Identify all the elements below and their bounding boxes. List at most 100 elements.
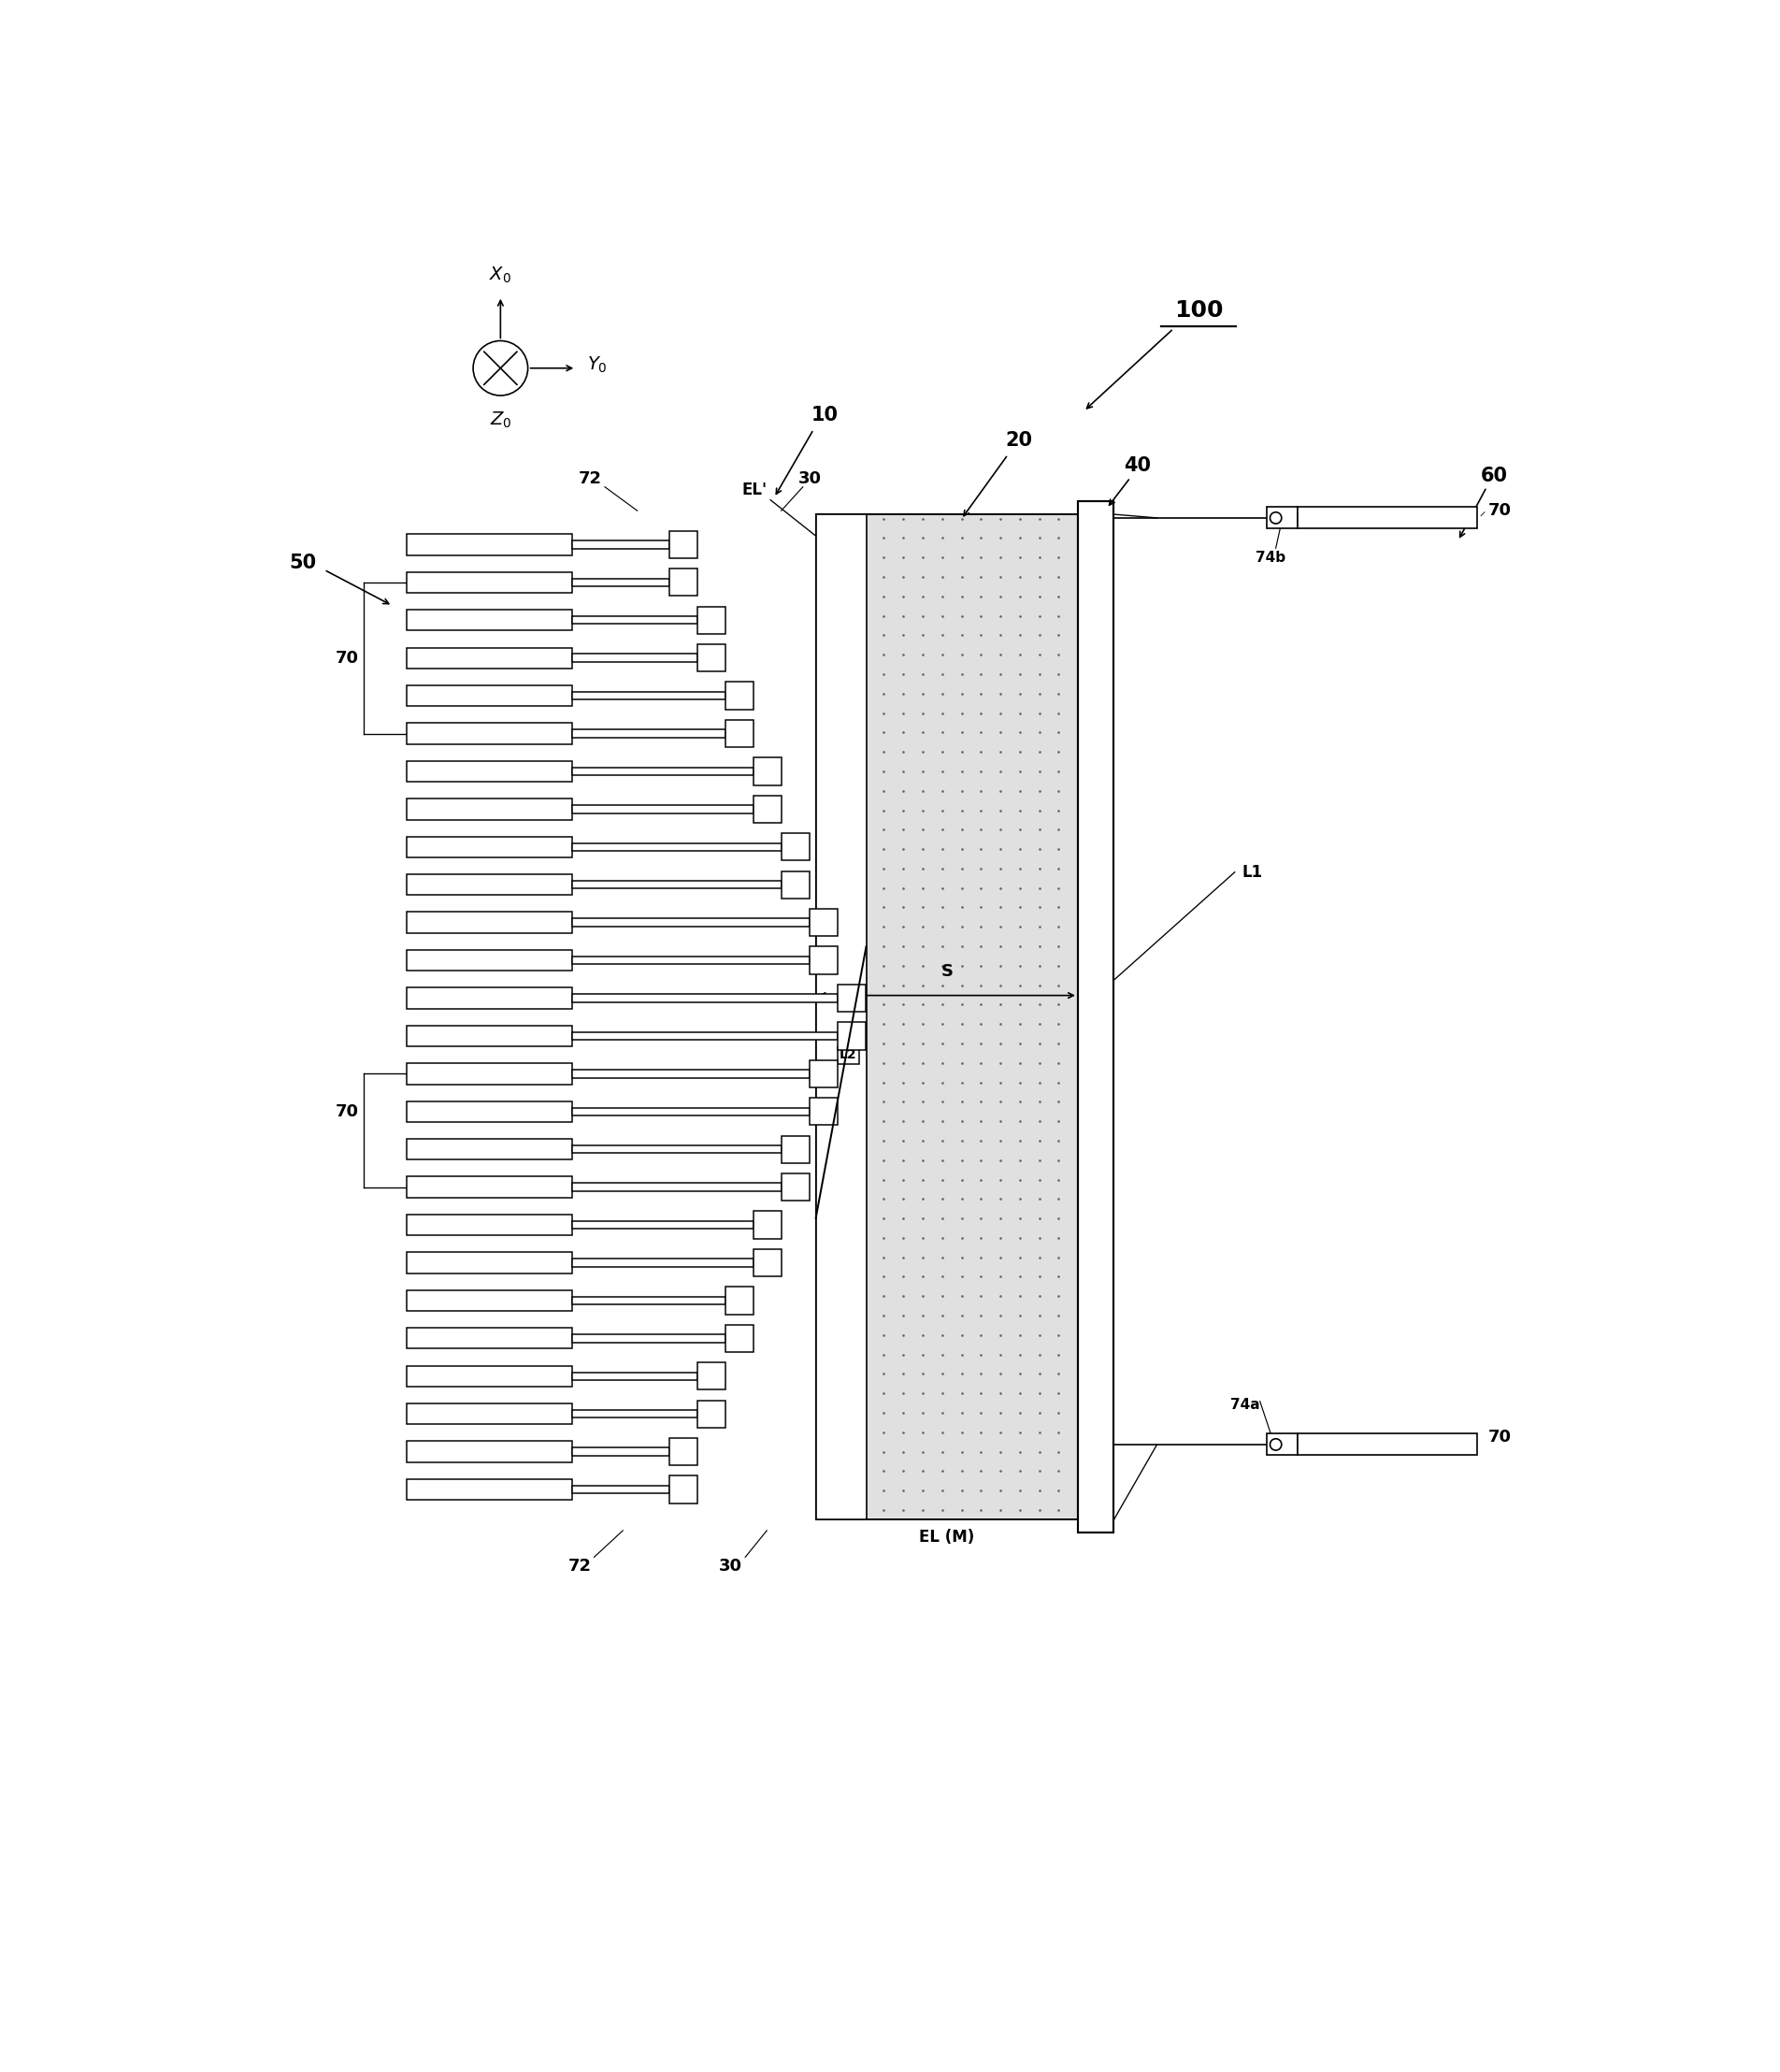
Bar (573, 767, 755, 775)
Bar (573, 1109, 810, 1115)
Bar (573, 843, 781, 852)
Text: 70: 70 (1488, 501, 1511, 520)
Text: 40: 40 (1123, 456, 1152, 474)
Text: 70: 70 (335, 1102, 360, 1121)
Bar (781, 833, 810, 860)
Bar (408, 837, 573, 858)
Bar (408, 988, 573, 1009)
Bar (755, 796, 781, 823)
Bar (408, 760, 573, 781)
Bar (573, 1334, 726, 1343)
Text: 10: 10 (812, 406, 838, 425)
Bar (698, 607, 724, 634)
Bar (698, 1363, 724, 1390)
Bar (726, 719, 753, 748)
Bar (1298, 508, 1477, 528)
Bar (669, 568, 698, 597)
Bar (781, 870, 810, 899)
Bar (573, 806, 755, 812)
Bar (726, 1287, 753, 1314)
Bar (408, 1328, 573, 1349)
Bar (1267, 1434, 1298, 1455)
Bar (698, 1401, 724, 1428)
Bar (408, 912, 573, 932)
Bar (810, 1098, 837, 1125)
Text: EL (M): EL (M) (918, 1529, 974, 1546)
Bar (838, 1021, 865, 1051)
Bar (573, 655, 698, 661)
Bar (810, 910, 837, 937)
Bar (573, 995, 838, 1003)
Text: $Z_0$: $Z_0$ (490, 410, 511, 429)
Text: 72: 72 (568, 1558, 591, 1575)
Bar (573, 1486, 669, 1494)
Bar (573, 729, 726, 738)
Bar (1267, 508, 1298, 528)
Text: L1: L1 (1242, 864, 1262, 881)
Bar (1298, 1434, 1477, 1455)
Text: 100: 100 (1175, 298, 1223, 321)
Bar (573, 541, 669, 549)
Bar (755, 758, 781, 785)
Bar (573, 1448, 669, 1457)
Bar (408, 1177, 573, 1198)
Bar (408, 1100, 573, 1121)
Text: 74b: 74b (1255, 551, 1285, 564)
Bar (810, 947, 837, 974)
Text: L2: L2 (840, 1048, 856, 1061)
Bar (815, 514, 1079, 1519)
Bar (408, 1442, 573, 1463)
Bar (573, 918, 810, 926)
Text: 30: 30 (799, 470, 822, 487)
Bar (781, 1173, 810, 1202)
Bar (669, 1438, 698, 1465)
Bar (573, 1183, 781, 1191)
Bar (726, 682, 753, 709)
Bar (408, 1479, 573, 1500)
Bar (408, 1403, 573, 1423)
Bar (408, 609, 573, 630)
Bar (838, 984, 865, 1011)
Bar (755, 1212, 781, 1239)
Bar (408, 1251, 573, 1272)
Text: 70: 70 (335, 649, 360, 667)
Bar (573, 1146, 781, 1154)
Bar (573, 692, 726, 700)
Bar (408, 723, 573, 744)
Bar (698, 644, 724, 671)
Text: 50: 50 (288, 553, 317, 572)
Bar (726, 1324, 753, 1353)
Bar (408, 798, 573, 821)
Bar (408, 1214, 573, 1235)
Text: EL': EL' (742, 481, 767, 499)
Bar (1079, 501, 1114, 1533)
Text: $Y_0$: $Y_0$ (587, 354, 607, 375)
Bar (408, 646, 573, 669)
Bar (408, 1026, 573, 1046)
Text: 70: 70 (1488, 1430, 1511, 1446)
Bar (573, 1409, 698, 1417)
Bar (669, 1475, 698, 1502)
Bar (573, 1260, 755, 1266)
Bar (573, 1372, 698, 1380)
Bar (408, 949, 573, 972)
Bar (408, 1365, 573, 1386)
Bar (573, 578, 669, 586)
Bar (781, 1135, 810, 1162)
Text: 72: 72 (579, 470, 602, 487)
Bar (408, 535, 573, 555)
Text: S: S (940, 963, 952, 980)
Bar (815, 514, 867, 1519)
Bar (573, 881, 781, 889)
Text: 74a: 74a (1230, 1399, 1260, 1411)
Text: 20: 20 (1006, 431, 1032, 450)
Text: $X_0$: $X_0$ (490, 265, 511, 286)
Bar (408, 1291, 573, 1312)
Bar (573, 1032, 838, 1040)
Bar (408, 686, 573, 707)
Bar (573, 1297, 726, 1305)
Bar (810, 1061, 837, 1088)
Bar (573, 957, 810, 963)
Bar (573, 1069, 810, 1077)
Bar (755, 1249, 781, 1276)
